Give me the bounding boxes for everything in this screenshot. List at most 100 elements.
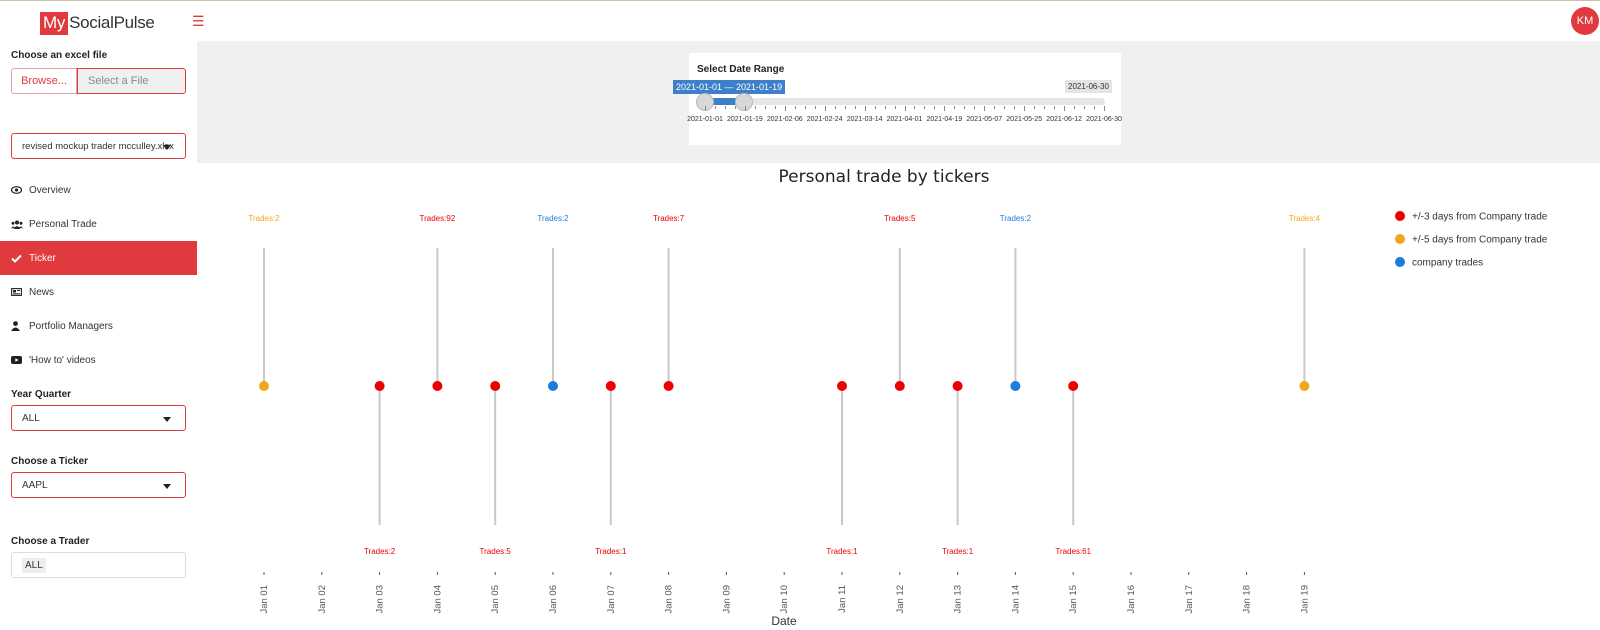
- date-range-panel: Select Date Range 2021-01-01 — 2021-01-1…: [197, 41, 1600, 163]
- slider-tick: [944, 106, 946, 111]
- year-quarter-value: ALL: [22, 412, 40, 424]
- data-label: Trades:5: [884, 214, 916, 223]
- trader-tag: ALL: [22, 557, 46, 573]
- file-name-field[interactable]: Select a File: [77, 68, 186, 94]
- trade-point: [1010, 381, 1021, 391]
- file-upload: Browse... Select a File: [11, 68, 186, 94]
- x-tick-label: Jan 15: [1068, 585, 1079, 614]
- x-tick-label: Jan 06: [548, 585, 559, 614]
- nav-overview[interactable]: Overview: [0, 173, 197, 207]
- slider-tick: [1064, 106, 1066, 111]
- ticker-select[interactable]: AAPL: [11, 472, 186, 498]
- slider-minor-tick: [1014, 106, 1016, 109]
- x-tick-label: Jan 13: [953, 585, 964, 614]
- slider-track[interactable]: [705, 98, 1105, 105]
- trade-point: [1299, 381, 1310, 391]
- nav-label: News: [29, 286, 55, 298]
- x-tick-label: Jan 14: [1010, 585, 1021, 614]
- x-tick-label: Jan 04: [432, 585, 443, 614]
- trade-point: [432, 381, 443, 391]
- x-tick-label: Jan 11: [837, 585, 848, 613]
- slider-tick: [904, 106, 906, 111]
- nav-personal-trade[interactable]: Personal Trade: [0, 207, 197, 241]
- chevron-down-icon: [163, 484, 171, 489]
- legend-label: +/-5 days from Company trade: [1412, 235, 1548, 246]
- slider-minor-tick: [794, 106, 796, 109]
- slider-minor-tick: [1054, 106, 1056, 109]
- slider-tick-label: 2021-04-19: [926, 116, 963, 123]
- max-date-badge: 2021-06-30: [1065, 80, 1112, 93]
- x-tick-label: Jan 05: [490, 585, 501, 614]
- trader-select[interactable]: ALL: [11, 552, 186, 578]
- slider-end-handle[interactable]: [735, 93, 753, 111]
- trade-point: [490, 381, 501, 391]
- data-label: Trades:1: [826, 547, 858, 556]
- year-quarter-label: Year Quarter: [11, 389, 72, 400]
- slider-minor-tick: [1004, 106, 1006, 109]
- nav-news[interactable]: News: [0, 275, 197, 309]
- nav-label: 'How to' videos: [29, 354, 96, 366]
- trade-point: [374, 381, 385, 391]
- slider-tick-label: 2021-01-01: [687, 116, 723, 123]
- sidebar: Choose an excel file Browse... Select a …: [0, 41, 197, 630]
- chevron-down-icon: [163, 417, 171, 422]
- slider-tick: [744, 106, 746, 111]
- x-tick-label: Jan 17: [1184, 585, 1195, 614]
- app-logo[interactable]: My SocialPulse: [40, 11, 155, 35]
- x-tick-label: Jan 16: [1126, 585, 1137, 614]
- slider-minor-tick: [994, 106, 996, 109]
- trade-chart: Personal trade by tickers Trades:2 Trades:…: [248, 167, 1548, 628]
- eye-icon: [11, 184, 29, 196]
- slider-minor-tick: [894, 106, 896, 109]
- slider-minor-tick: [844, 106, 846, 109]
- x-tick-label: Jan 19: [1299, 585, 1310, 614]
- data-label: Trades:2: [537, 214, 569, 223]
- x-tick-label: Jan 07: [606, 585, 617, 614]
- nav-label: Ticker: [29, 252, 56, 264]
- data-label: Trades:7: [653, 214, 685, 223]
- trade-point: [952, 381, 963, 391]
- slider-tick-label: 2021-05-07: [966, 116, 1003, 123]
- nav-label: Portfolio Managers: [29, 320, 113, 332]
- slider-minor-tick: [914, 106, 916, 109]
- browse-button[interactable]: Browse...: [11, 68, 77, 94]
- year-quarter-select[interactable]: ALL: [11, 405, 186, 431]
- sheet-select[interactable]: revised mockup trader mcculley.xlsx: [11, 133, 186, 159]
- x-tick-label: Jan 09: [721, 585, 732, 614]
- trader-label: Choose a Trader: [11, 536, 90, 547]
- trade-point: [894, 381, 905, 391]
- slider-tick: [1024, 106, 1026, 111]
- check-icon: [11, 252, 29, 264]
- user-avatar[interactable]: KM: [1571, 7, 1599, 35]
- slider-minor-tick: [1034, 106, 1036, 109]
- hamburger-menu-icon[interactable]: ☰: [192, 13, 205, 29]
- logo-name: SocialPulse: [69, 13, 155, 32]
- file-label: Choose an excel file: [11, 50, 108, 61]
- slider-selected-range[interactable]: [705, 98, 743, 105]
- x-tick-label: Jan 01: [259, 585, 270, 614]
- data-label: Trades:2: [1000, 214, 1032, 223]
- newspaper-icon: [11, 286, 29, 298]
- nav-ticker[interactable]: Ticker: [0, 241, 197, 275]
- data-label: Trades:61: [1055, 547, 1091, 556]
- slider-tick-label: 2021-06-30: [1086, 116, 1122, 123]
- slider-minor-tick: [884, 106, 886, 109]
- data-label: Trades:1: [595, 547, 627, 556]
- chart-title: Personal trade by tickers: [779, 167, 990, 187]
- data-label: Trades:92: [420, 214, 456, 223]
- slider-minor-tick: [924, 106, 926, 109]
- data-label: Trades:5: [480, 547, 512, 556]
- slider-minor-tick: [724, 106, 726, 109]
- nav-portfolio-managers[interactable]: Portfolio Managers: [0, 309, 197, 343]
- x-tick-label: Jan 03: [375, 585, 386, 614]
- x-tick-label: Jan 18: [1242, 585, 1253, 614]
- nav-how-to-videos[interactable]: 'How to' videos: [0, 343, 197, 377]
- users-icon: [11, 218, 29, 230]
- trade-point: [663, 381, 674, 391]
- slider-minor-tick: [1094, 106, 1096, 109]
- slider-minor-tick: [834, 106, 836, 109]
- slider-tick: [984, 106, 986, 111]
- slider-minor-tick: [934, 106, 936, 109]
- date-range-card: Select Date Range 2021-01-01 — 2021-01-1…: [673, 53, 1122, 145]
